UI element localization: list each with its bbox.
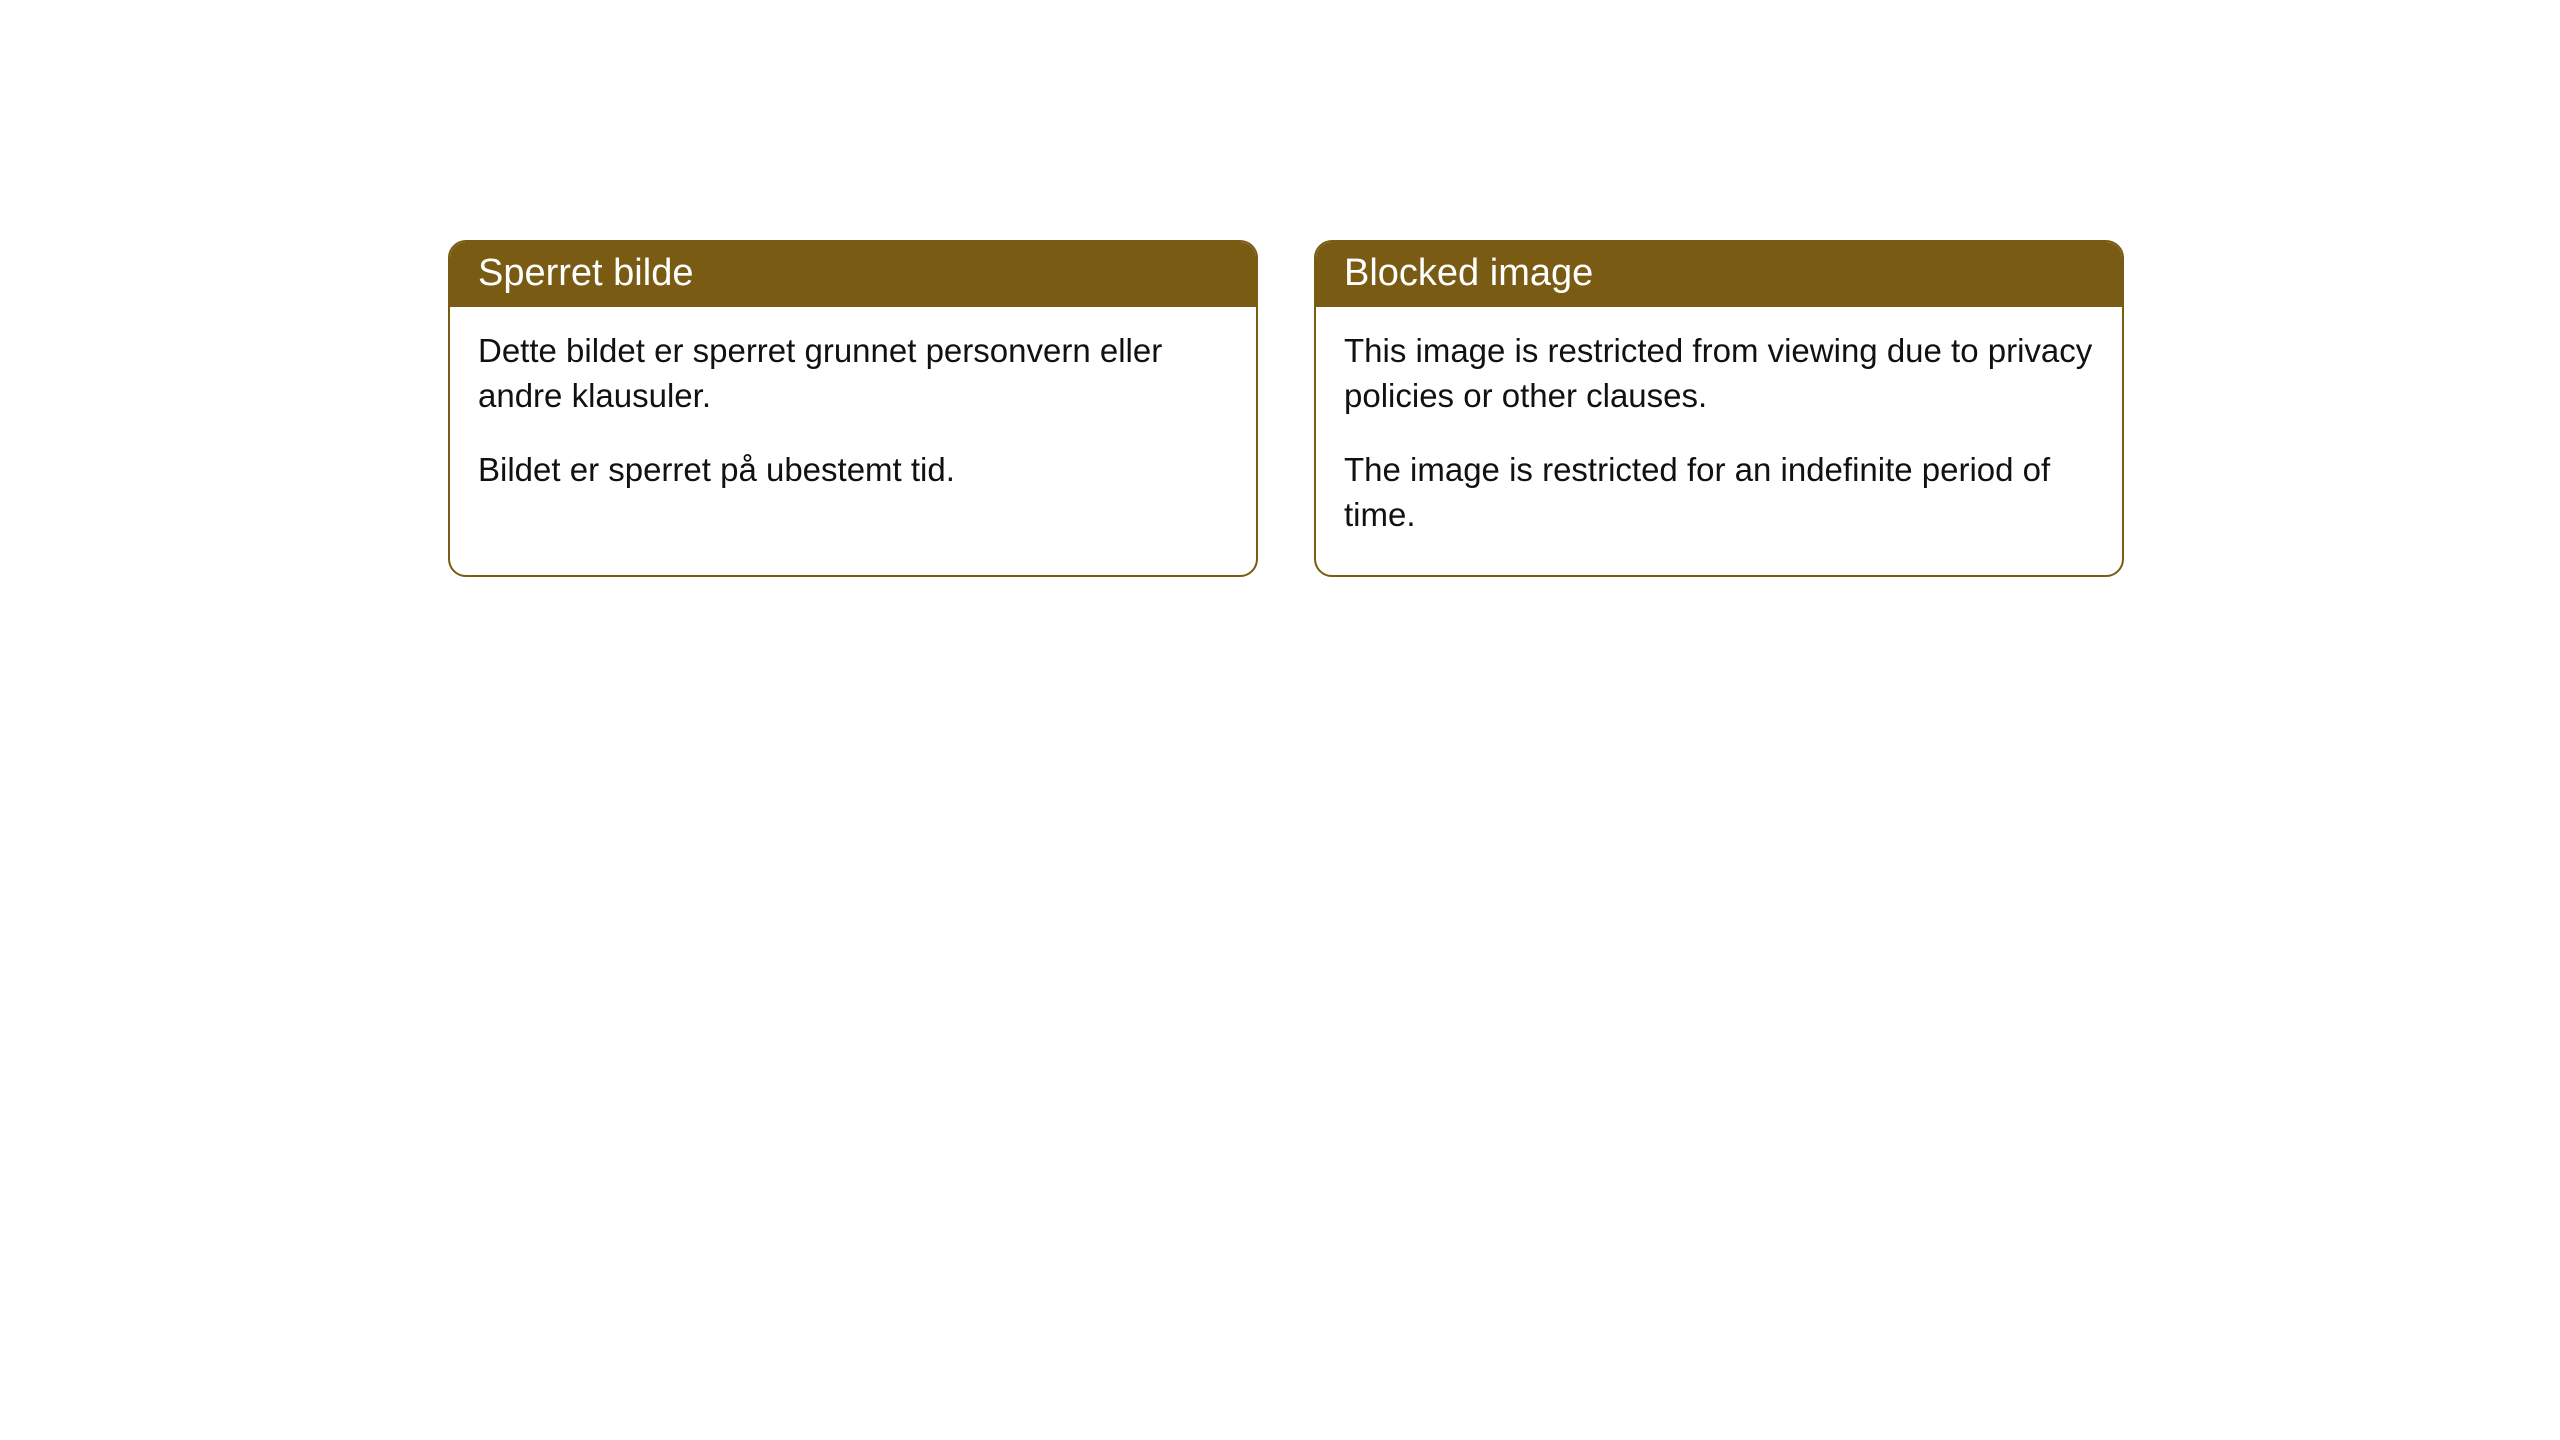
notice-cards-container: Sperret bilde Dette bildet er sperret gr… xyxy=(448,240,2124,577)
card-title: Sperret bilde xyxy=(478,252,693,294)
card-header: Sperret bilde xyxy=(450,242,1256,307)
notice-card-norwegian: Sperret bilde Dette bildet er sperret gr… xyxy=(448,240,1258,577)
card-paragraph: This image is restricted from viewing du… xyxy=(1344,329,2094,418)
card-paragraph: The image is restricted for an indefinit… xyxy=(1344,448,2094,537)
card-paragraph: Dette bildet er sperret grunnet personve… xyxy=(478,329,1228,418)
card-body: This image is restricted from viewing du… xyxy=(1316,307,2122,575)
card-title: Blocked image xyxy=(1344,252,1593,294)
notice-card-english: Blocked image This image is restricted f… xyxy=(1314,240,2124,577)
card-header: Blocked image xyxy=(1316,242,2122,307)
card-body: Dette bildet er sperret grunnet personve… xyxy=(450,307,1256,531)
card-paragraph: Bildet er sperret på ubestemt tid. xyxy=(478,448,1228,493)
